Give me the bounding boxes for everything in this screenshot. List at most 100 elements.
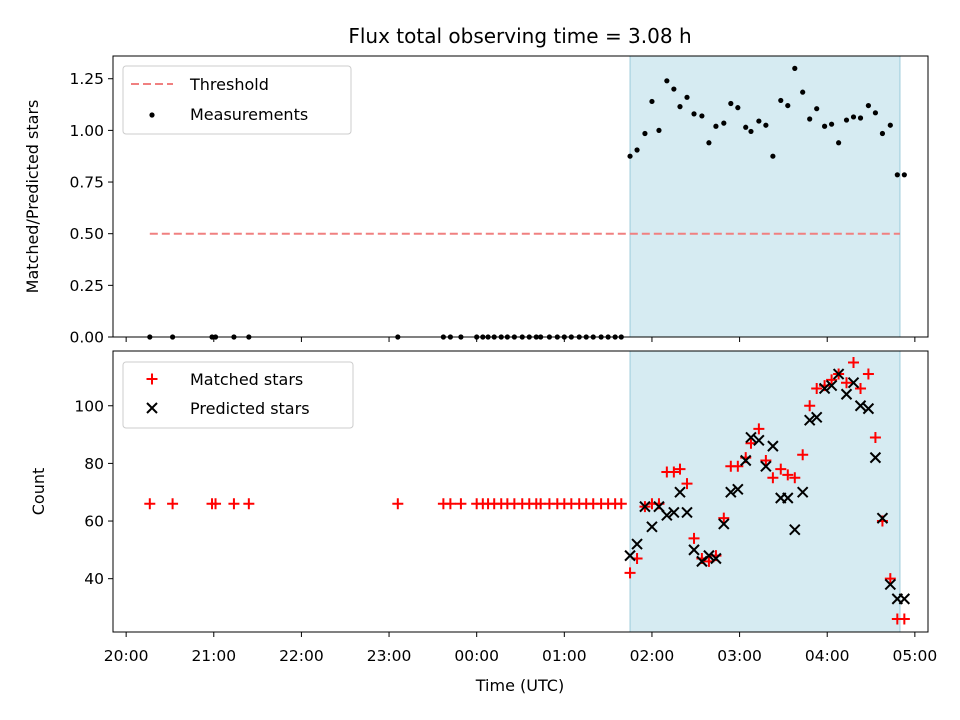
x-axis-label: Time (UTC) [475,676,564,695]
x-tick-label: 20:00 [104,647,149,665]
predicted-star-point [862,402,875,415]
predicted-star-point [745,431,757,444]
measurement-point [721,120,727,126]
measurement-point [706,140,712,146]
x-tick-label: 21:00 [191,647,236,665]
top-y-tick-label: 0.50 [69,225,104,243]
predicted-star-point [847,376,860,389]
measurement-point [656,127,662,133]
measurement-point [634,147,640,153]
matched-star-point [688,532,700,544]
top-y-tick-label: 0.25 [69,277,104,295]
matched-star-point [775,463,787,475]
matched-star-point [848,357,860,369]
predicted-star-point [661,509,673,521]
matched-star-point [862,368,874,380]
measurement-point [677,104,683,110]
measurement-point [836,140,842,146]
predicted-star-point [710,552,722,565]
matched-star-point [615,498,627,510]
bottom-observing-window-shade [629,350,901,633]
predicted-star-point [740,454,752,467]
predicted-star-point [639,500,651,513]
legend-matched-label: Matched stars [190,370,303,389]
predicted-star-point [668,506,680,519]
predicted-star-point [681,506,693,519]
measurement-point [821,123,828,129]
bottom-y-tick-label: 100 [74,397,104,415]
predicted-star-point [674,486,686,498]
matched-star-point [760,455,772,467]
predicted-star-point [818,382,831,395]
bottom-y-tick-label: 40 [84,570,104,588]
predicted-star-point [825,379,838,392]
measurement-point [699,113,705,119]
x-tick-label: 03:00 [717,647,762,665]
predicted-star-point [782,492,794,504]
measurement-point [649,98,655,105]
matched-star-point [789,472,801,484]
measurement-point [857,115,864,121]
measurement-point [748,128,754,135]
bottom-plot-frame [112,350,929,633]
measurement-point [743,124,749,130]
matched-star-point [782,469,794,481]
measurement-point [627,153,633,159]
measurement-point [800,89,806,95]
legend-predicted-swatch [146,402,158,414]
legend-threshold-label: Threshold [189,75,269,94]
matched-star-point [767,472,779,484]
matched-star-point [884,573,896,585]
top-y-tick-label: 1.25 [69,70,104,88]
top-observing-window-shade [629,55,901,338]
x-tick-label: 05:00 [893,647,938,665]
measurement-point [901,172,907,178]
measurement-point [642,130,648,137]
measurement-point [728,100,734,107]
predicted-star-point [832,368,845,380]
matched-star-point [841,377,852,389]
matched-star-point [668,466,680,478]
predicted-star-point [631,538,643,550]
bottom-y-tick-label: 60 [84,513,104,531]
matched-star-point [455,498,467,510]
predicted-star-point [725,486,737,498]
measurement-point [664,78,670,84]
measurement-point [785,102,791,109]
matched-star-point [392,498,404,510]
matched-star-point [718,512,730,524]
measurement-point [894,172,900,178]
matched-star-point [898,613,910,625]
predicted-star-point [703,549,715,562]
predicted-star-point [789,523,801,536]
matched-star-point [167,498,179,510]
matched-star-point [732,460,744,472]
matched-star-point [144,498,156,510]
measurement-point [756,118,762,124]
predicted-star-point [876,512,889,524]
x-tick-label: 01:00 [542,647,587,665]
predicted-star-point [732,483,744,496]
bottom-y-tick-label: 80 [84,455,104,473]
matched-star-point [444,498,456,510]
predicted-star-point [767,440,779,452]
bottom-panel: 40 60 80 100 20:00 21:00 22:00 23:00 00:00 01:00… [29,350,938,695]
measurement-point [887,122,893,128]
bottom-legend: Matched stars Predicted stars [122,361,354,429]
measurement-point [671,86,677,92]
matched-star-point [797,449,809,461]
measurement-point [829,121,835,127]
measurement-point [763,122,769,128]
measurement-point [792,65,798,71]
matched-star-point [681,478,693,490]
top-legend: Threshold Measurements [122,65,352,135]
measurement-point [843,117,850,123]
top-y-tick-label: 0.75 [69,174,104,192]
matched-star-point [210,498,222,510]
matched-star-point [811,382,823,394]
predicted-star-point [646,521,658,533]
x-tick-label: 02:00 [630,647,675,665]
matched-star-point [855,382,867,394]
matched-star-point [228,498,240,510]
